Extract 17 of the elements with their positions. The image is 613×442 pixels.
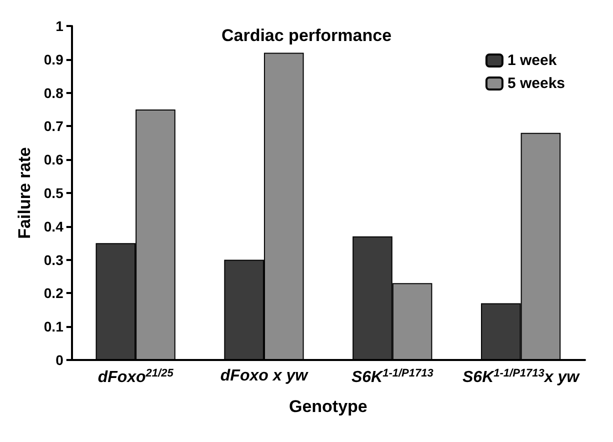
y-tick-label: 0.5 (44, 185, 64, 201)
legend-label: 1 week (507, 52, 558, 69)
x-tick-label: dFoxo x yw (220, 368, 310, 384)
y-tick-label: 0.1 (44, 318, 64, 335)
y-tick-label: 0.9 (44, 51, 64, 68)
y-tick-label: 0.2 (44, 285, 64, 302)
chart-title: Cardiac performance (221, 26, 392, 45)
legend-label: 5 weeks (507, 75, 565, 92)
y-tick-label: 0.3 (44, 252, 64, 268)
y-tick-label: 0.4 (44, 218, 64, 234)
x-axis-title: Genotype (288, 397, 368, 416)
y-tick-label: 1 (56, 18, 64, 34)
y-tick-label: 0.8 (44, 84, 64, 101)
y-tick-label: 0 (56, 352, 64, 368)
y-tick-label: 0.6 (44, 152, 64, 168)
y-axis-title: Failure rate (15, 147, 34, 239)
y-tick-label: 0.7 (44, 118, 64, 134)
